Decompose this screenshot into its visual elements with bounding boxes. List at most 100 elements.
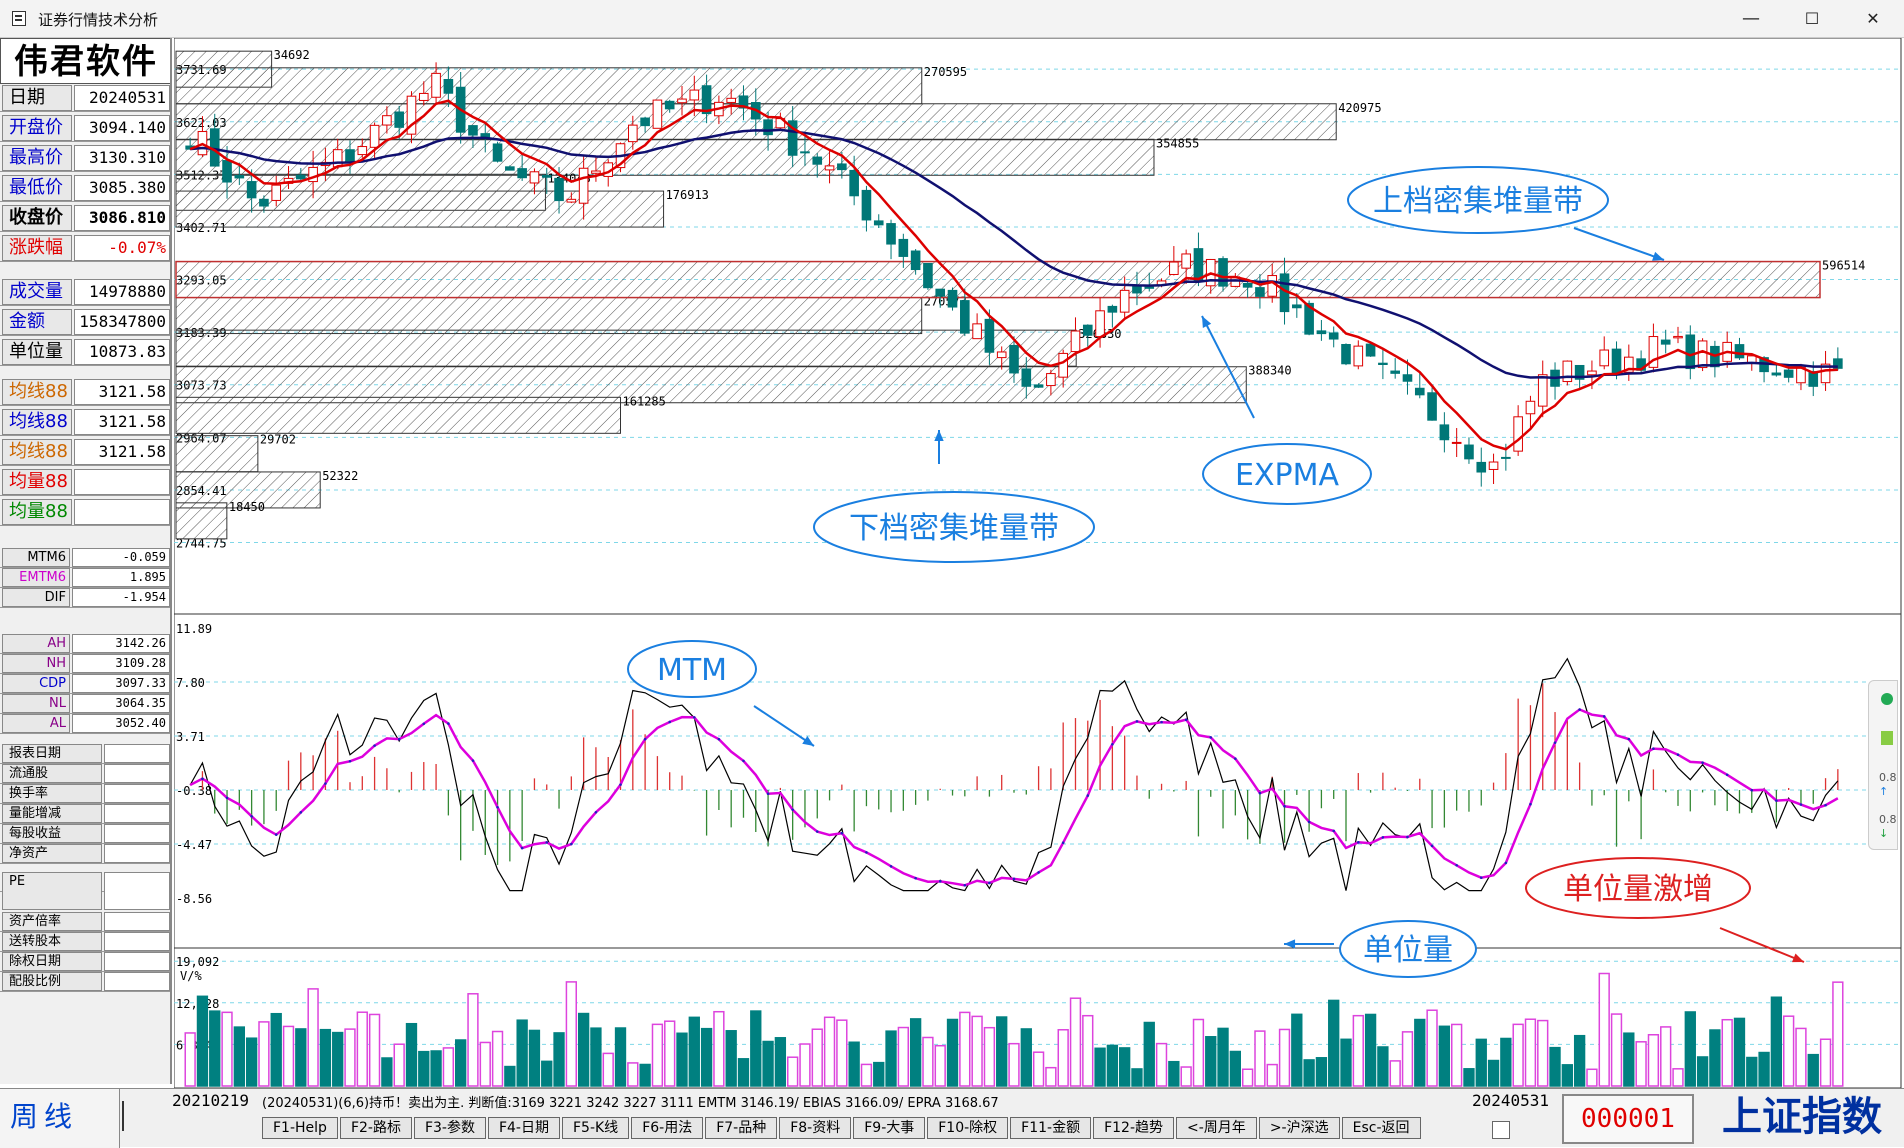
volume-bar bbox=[1512, 1023, 1524, 1087]
period-selector[interactable]: 周线 bbox=[0, 1089, 120, 1148]
emtm-dot bbox=[963, 884, 967, 887]
option-checkbox[interactable] bbox=[1492, 1121, 1510, 1139]
volume-bar bbox=[811, 1028, 823, 1087]
volume-bar bbox=[196, 995, 209, 1087]
fkey-button[interactable]: F3-参数 bbox=[413, 1117, 486, 1139]
emtm-dot bbox=[1234, 757, 1237, 761]
volume-bar bbox=[1561, 1064, 1574, 1087]
volume-bar bbox=[1057, 1029, 1069, 1087]
volume-bar bbox=[786, 1056, 799, 1087]
fkey-button[interactable]: F12-趋势 bbox=[1093, 1117, 1175, 1139]
y-tick-label: 7.80 bbox=[176, 676, 205, 690]
emtm-dot bbox=[1135, 720, 1139, 723]
volume-bar bbox=[1832, 981, 1844, 1087]
candle-body bbox=[1255, 287, 1265, 297]
indicator-row: 资产倍率 bbox=[0, 912, 170, 932]
indicator-label: 净资产 bbox=[2, 844, 102, 863]
volume-bar bbox=[614, 1027, 627, 1087]
volume-bar bbox=[774, 1037, 787, 1087]
indicator-value bbox=[104, 952, 170, 971]
emtm-dot bbox=[348, 759, 352, 763]
volume-bar bbox=[1770, 996, 1783, 1087]
info-label: 日期 bbox=[2, 85, 72, 111]
fkey-button[interactable]: >-沪深选 bbox=[1258, 1117, 1340, 1139]
volume-bar bbox=[541, 1060, 553, 1087]
volume-profile-label: 354855 bbox=[1156, 136, 1199, 150]
fkey-button[interactable]: Esc-返回 bbox=[1341, 1117, 1421, 1139]
emtm-dot bbox=[1627, 737, 1631, 741]
candle-body bbox=[1660, 339, 1671, 345]
fkey-button[interactable]: F6-用法 bbox=[631, 1117, 704, 1139]
fkey-button[interactable]: F8-资料 bbox=[779, 1117, 852, 1139]
fkey-button[interactable]: F11-金额 bbox=[1010, 1117, 1092, 1139]
badge-icon bbox=[1881, 731, 1893, 745]
fkey-button[interactable]: F9-大事 bbox=[853, 1117, 926, 1139]
info-value: 14978880 bbox=[74, 279, 170, 305]
minimize-button[interactable]: — bbox=[1742, 8, 1760, 29]
volume-profile-label: 29702 bbox=[260, 433, 296, 447]
emtm-dot bbox=[1307, 820, 1311, 824]
volume-bar bbox=[1389, 1060, 1401, 1087]
stock-code[interactable]: 000001 bbox=[1562, 1094, 1694, 1144]
indicator-value: -1.954 bbox=[72, 588, 170, 607]
candle-body bbox=[873, 220, 884, 226]
volume-bar bbox=[639, 1063, 651, 1087]
volume-profile-label: 18450 bbox=[229, 500, 265, 514]
candle-body bbox=[222, 160, 232, 183]
indicator-value bbox=[104, 972, 170, 991]
fkey-button[interactable]: <-周月年 bbox=[1176, 1117, 1257, 1139]
volume-bar bbox=[1278, 1028, 1291, 1087]
unit-volume-annotation: 单位量 bbox=[1363, 933, 1453, 968]
candle-body bbox=[849, 169, 859, 197]
indicator-row: 配股比例 bbox=[0, 972, 170, 992]
brand-logo: 伟君软件 bbox=[0, 38, 170, 84]
emtm-dot bbox=[1111, 743, 1114, 746]
emtm-dot bbox=[840, 831, 844, 835]
emtm-dot bbox=[1012, 877, 1016, 881]
emtm-dot bbox=[422, 722, 426, 726]
signal-info: (20240531)(6,6)持币！卖出为主. 判断值:3169 3221 32… bbox=[262, 1096, 999, 1111]
volume-bar bbox=[873, 1061, 885, 1087]
candle-body bbox=[1476, 461, 1487, 473]
fkey-button[interactable]: F5-K线 bbox=[561, 1117, 630, 1139]
candle-body bbox=[1451, 441, 1462, 444]
indicator-label: AL bbox=[2, 714, 70, 733]
indicator-value bbox=[104, 844, 170, 863]
emtm-dot bbox=[471, 759, 475, 762]
candle-body bbox=[271, 184, 282, 201]
fkey-button[interactable]: F2-路标 bbox=[339, 1117, 412, 1139]
emtm-dot bbox=[1652, 747, 1655, 750]
side-scroll-widget[interactable]: 0.8 ↑ 0.8 ↓ bbox=[1868, 680, 1898, 850]
emtm-dot bbox=[914, 876, 917, 880]
chart-area[interactable]: 3731.693622.033512.373402.713293.053183.… bbox=[173, 37, 1904, 1089]
volume-bar bbox=[750, 1010, 762, 1087]
emtm-dot bbox=[717, 737, 721, 741]
candle-body bbox=[1783, 369, 1794, 378]
close-button[interactable]: ✕ bbox=[1866, 9, 1880, 28]
volume-bar bbox=[848, 1041, 860, 1087]
volume-profile-bar bbox=[175, 67, 923, 105]
emtm-dot bbox=[1258, 791, 1262, 795]
emtm-dot bbox=[643, 737, 647, 741]
candle-body bbox=[394, 111, 404, 128]
indicator-value: -0.059 bbox=[72, 548, 170, 567]
volume-bar bbox=[836, 1019, 848, 1087]
indicator-label: 报表日期 bbox=[2, 744, 102, 763]
volume-bar bbox=[959, 1011, 971, 1087]
expma-arrow bbox=[1201, 315, 1255, 419]
fkey-button[interactable]: F7-品种 bbox=[705, 1117, 778, 1139]
maximize-button[interactable]: ☐ bbox=[1804, 9, 1820, 28]
fkey-button[interactable]: F1-Help bbox=[262, 1117, 338, 1139]
volume-bar bbox=[762, 1040, 774, 1087]
info-label: 金额 bbox=[2, 309, 72, 335]
fkey-button[interactable]: F10-除权 bbox=[927, 1117, 1009, 1139]
emtm-dot bbox=[1430, 844, 1434, 848]
candle-body bbox=[984, 318, 995, 353]
fkey-button[interactable]: F4-日期 bbox=[487, 1117, 560, 1139]
volume-bar bbox=[1401, 1031, 1414, 1087]
indicator-row: 净资产 bbox=[0, 844, 170, 864]
emtm-dot bbox=[766, 792, 770, 796]
candle-body bbox=[1144, 286, 1155, 289]
emtm-dot bbox=[1479, 876, 1483, 879]
volume-bar bbox=[1733, 1017, 1746, 1087]
